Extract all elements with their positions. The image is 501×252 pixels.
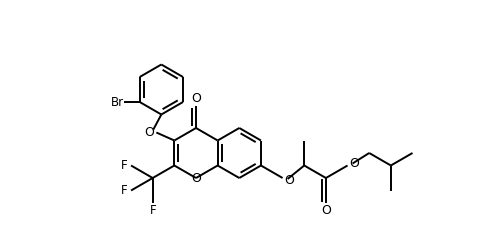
Text: F: F <box>121 184 127 197</box>
Text: O: O <box>284 173 294 186</box>
Text: O: O <box>191 172 200 184</box>
Text: O: O <box>144 126 154 139</box>
Text: F: F <box>121 159 127 172</box>
Text: O: O <box>191 92 200 106</box>
Text: O: O <box>349 157 359 170</box>
Text: F: F <box>149 204 156 216</box>
Text: Br: Br <box>111 96 124 109</box>
Text: O: O <box>320 204 330 216</box>
